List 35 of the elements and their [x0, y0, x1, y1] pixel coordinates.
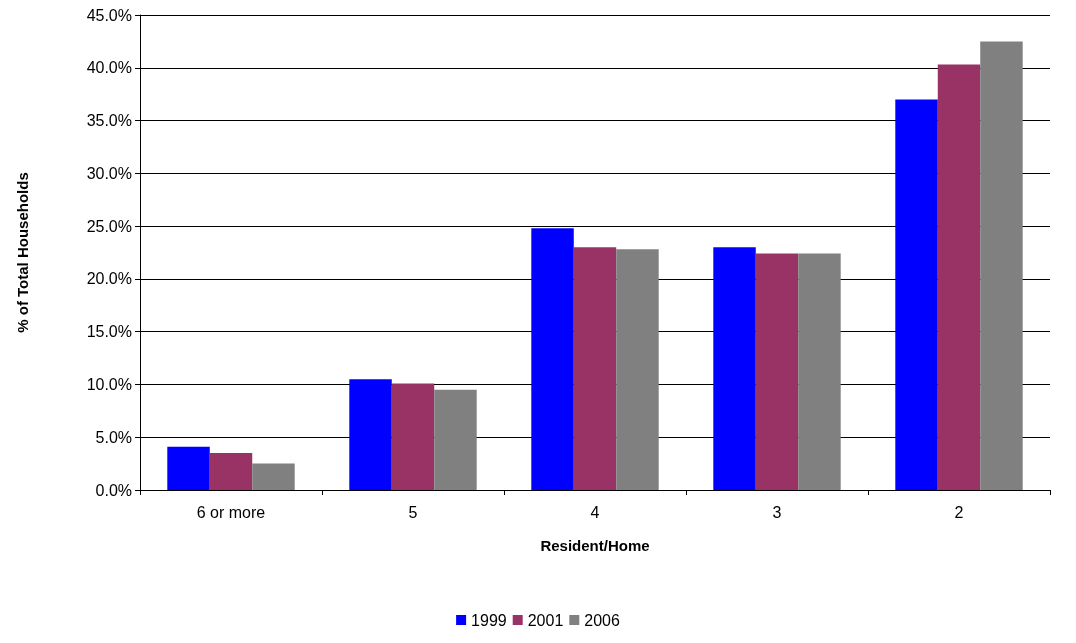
bar — [755, 253, 799, 490]
bar — [937, 64, 981, 490]
y-tick-label: 40.0% — [86, 59, 132, 77]
bar — [895, 99, 938, 490]
bar — [713, 247, 756, 490]
legend-label: 2006 — [584, 611, 620, 629]
y-tick-label: 30.0% — [86, 164, 132, 182]
bar — [349, 379, 392, 490]
x-tick-label: 6 or more — [196, 503, 266, 521]
y-tick-label: 15.0% — [86, 323, 132, 341]
bar — [167, 446, 210, 490]
bar — [531, 228, 574, 490]
x-tick-label: 3 — [772, 503, 782, 521]
y-tick-label: 0.0% — [95, 481, 132, 499]
bar — [573, 247, 617, 490]
bar — [434, 389, 477, 490]
x-axis-title: Resident/Home — [540, 537, 650, 554]
bar — [252, 463, 295, 490]
bar — [391, 383, 435, 490]
y-tick-label: 20.0% — [86, 270, 132, 288]
bar — [980, 41, 1023, 490]
legend-label: 2001 — [527, 611, 564, 629]
y-tick-label: 35.0% — [86, 112, 132, 130]
bar — [209, 453, 253, 490]
y-axis-title: % of Total Households — [14, 172, 31, 333]
y-tick-label: 10.0% — [86, 375, 132, 393]
x-tick-label: 4 — [590, 503, 600, 521]
legend-label: 1999 — [471, 611, 507, 629]
bar — [616, 249, 659, 490]
y-tick-label: 5.0% — [95, 428, 132, 446]
bar — [798, 253, 841, 490]
x-tick-label: 5 — [408, 503, 418, 521]
x-tick-label: 2 — [954, 503, 964, 521]
y-tick-label: 45.0% — [86, 6, 132, 24]
y-tick-label: 25.0% — [86, 217, 132, 235]
